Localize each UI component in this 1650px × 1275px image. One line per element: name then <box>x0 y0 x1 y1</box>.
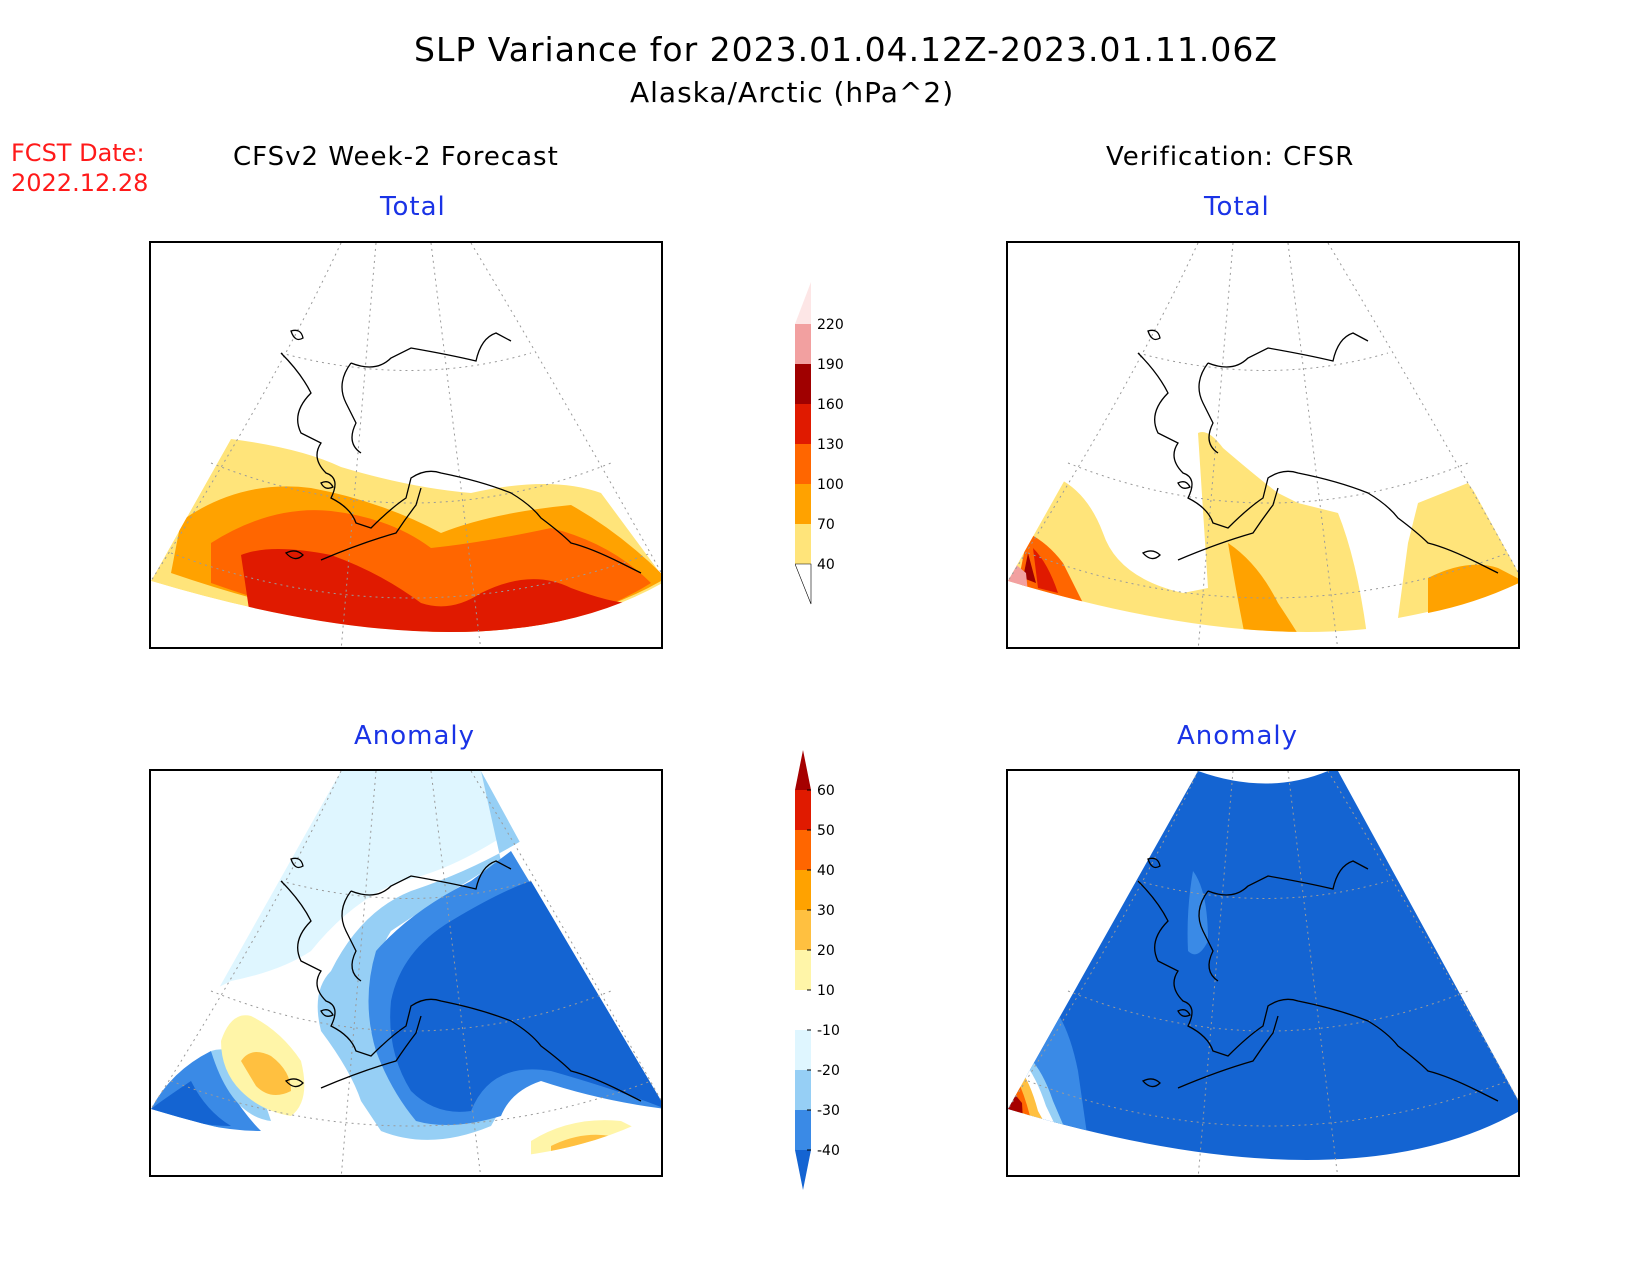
map-verification-total <box>1006 241 1520 649</box>
map-forecast-anomaly <box>149 769 663 1177</box>
colorbar-block <box>795 404 811 444</box>
page-subtitle: Alaska/Arctic (hPa^2) <box>630 76 955 109</box>
colorbar-block <box>795 990 811 1030</box>
colorbar-label: 50 <box>817 823 835 839</box>
colorbar-block <box>795 324 811 364</box>
colorbar-label: -30 <box>817 1103 840 1119</box>
column-heading-verification: Verification: CFSR <box>1106 142 1355 172</box>
colorbar-bottom-triangle <box>795 563 812 605</box>
colorbar-label: -20 <box>817 1063 840 1079</box>
colorbar-block <box>795 524 811 564</box>
colorbar-label: 40 <box>817 863 835 879</box>
column-heading-forecast: CFSv2 Week-2 Forecast <box>233 142 559 172</box>
colorbar-block <box>795 1110 811 1150</box>
colorbar-label: 10 <box>817 983 835 999</box>
colorbar-block <box>795 1030 811 1070</box>
map-forecast-total <box>149 241 663 649</box>
colorbar-label: 190 <box>817 357 844 373</box>
colorbar-label: 30 <box>817 903 835 919</box>
colorbar-label: 40 <box>817 557 835 573</box>
colorbar-label: 20 <box>817 943 835 959</box>
colorbar-top-triangle <box>795 750 811 790</box>
colorbar-top-triangle <box>795 282 811 324</box>
colorbar-label: 60 <box>817 783 835 799</box>
colorbar-label: 220 <box>817 317 844 333</box>
colorbar-block <box>795 364 811 404</box>
colorbar-block <box>795 484 811 524</box>
colorbar-total: 220 190 160 130 100 70 40 <box>795 282 844 605</box>
colorbar-block <box>795 1070 811 1110</box>
colorbar-block <box>795 830 811 870</box>
colorbar-label: 100 <box>817 477 844 493</box>
colorbar-block <box>795 950 811 990</box>
colorbar-anomaly: 60 50 40 30 20 10 -10 -20 -30 -40 <box>795 750 840 1190</box>
colorbar-bottom-triangle <box>795 1150 811 1190</box>
colorbar-label: 130 <box>817 437 844 453</box>
panel-title-forecast-anomaly: Anomaly <box>354 721 476 751</box>
colorbar-label: -40 <box>817 1143 840 1159</box>
map-verification-anomaly <box>1006 769 1520 1177</box>
colorbar-label: 160 <box>817 397 844 413</box>
page-title: SLP Variance for 2023.01.04.12Z-2023.01.… <box>414 30 1279 69</box>
colorbar-block <box>795 870 811 910</box>
panel-title-verification-anomaly: Anomaly <box>1177 721 1299 751</box>
colorbar-block <box>795 444 811 484</box>
panel-title-verification-total: Total <box>1204 192 1270 222</box>
forecast-date-label: FCST Date: <box>11 139 145 167</box>
colorbar-label: -10 <box>817 1023 840 1039</box>
forecast-date-value: 2022.12.28 <box>11 169 149 197</box>
colorbar-label: 70 <box>817 517 835 533</box>
colorbar-block <box>795 790 811 830</box>
panel-title-forecast-total: Total <box>380 192 446 222</box>
colorbar-block <box>795 910 811 950</box>
